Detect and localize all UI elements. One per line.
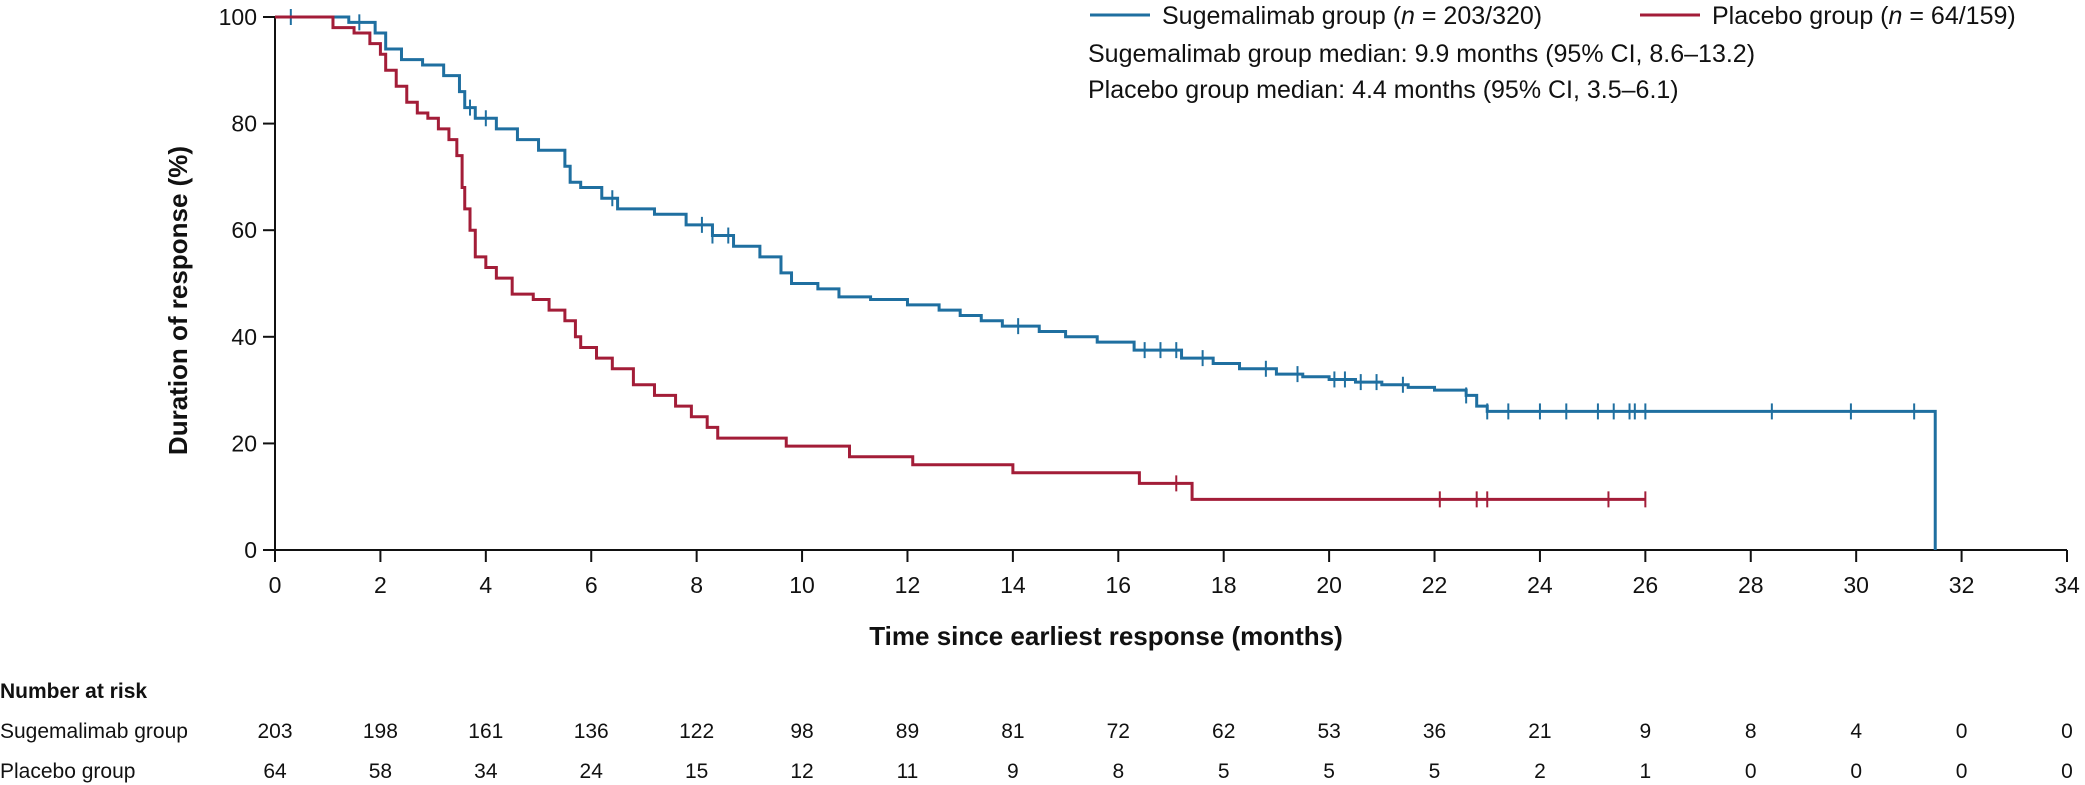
x-tick-label: 6 xyxy=(585,572,598,598)
x-tick-label: 24 xyxy=(1527,572,1553,598)
x-tick-label: 22 xyxy=(1422,572,1448,598)
series-layer xyxy=(275,9,1937,550)
risk-count: 2 xyxy=(1534,760,1546,783)
risk-count: 203 xyxy=(257,720,292,743)
risk-count: 62 xyxy=(1212,720,1235,743)
risk-count: 0 xyxy=(1745,760,1757,783)
risk-count: 0 xyxy=(2061,720,2073,743)
risk-count: 89 xyxy=(896,720,919,743)
y-tick-label: 60 xyxy=(231,217,257,243)
y-tick-label: 100 xyxy=(219,4,257,30)
risk-count: 9 xyxy=(1640,720,1652,743)
risk-count: 12 xyxy=(790,760,813,783)
y-tick-label: 80 xyxy=(231,111,257,137)
x-tick-label: 34 xyxy=(2054,572,2080,598)
risk-count: 4 xyxy=(1850,720,1862,743)
x-tick-label: 26 xyxy=(1633,572,1659,598)
x-tick-label: 30 xyxy=(1843,572,1869,598)
km-curve-placebo xyxy=(275,15,1646,501)
risk-count: 21 xyxy=(1528,720,1551,743)
x-tick-label: 18 xyxy=(1211,572,1237,598)
y-tick-label: 20 xyxy=(231,430,257,456)
risk-count: 0 xyxy=(1850,760,1862,783)
y-tick-label: 0 xyxy=(244,537,257,563)
legend-entry-label: Placebo group (n = 64/159) xyxy=(1712,2,2016,30)
x-axis-title: Time since earliest response (months) xyxy=(869,621,1342,651)
risk-count: 5 xyxy=(1429,760,1441,783)
risk-count: 0 xyxy=(1956,760,1968,783)
x-tick-label: 20 xyxy=(1316,572,1342,598)
risk-count: 11 xyxy=(897,760,919,783)
risk-row-label: Placebo group xyxy=(0,760,135,783)
risk-count: 5 xyxy=(1218,760,1230,783)
risk-count: 0 xyxy=(1956,720,1968,743)
risk-count: 58 xyxy=(369,760,392,783)
risk-row-label: Sugemalimab group xyxy=(0,720,188,743)
x-tick-label: 10 xyxy=(789,572,815,598)
km-curve-sugemalimab xyxy=(275,15,1937,550)
x-tick-label: 4 xyxy=(479,572,492,598)
risk-count: 161 xyxy=(468,720,503,743)
risk-count: 36 xyxy=(1423,720,1446,743)
x-tick-label: 32 xyxy=(1949,572,1975,598)
risk-count: 98 xyxy=(790,720,813,743)
axes-layer: 0 2 4 6 8 10 12 14 16 18 20 22 24 26 28 30 32 34020406080… xyxy=(163,4,2080,651)
risk-count: 9 xyxy=(1007,760,1019,783)
risk-count: 15 xyxy=(685,760,708,783)
risk-table-title: Number at risk xyxy=(0,680,147,703)
x-tick-label: 0 xyxy=(269,572,282,598)
median-annotation: Placebo group median: 4.4 months (95% CI… xyxy=(1088,76,1679,104)
risk-count: 72 xyxy=(1107,720,1130,743)
y-axis-title: Duration of response (%) xyxy=(163,146,193,455)
risk-count: 5 xyxy=(1323,760,1335,783)
x-tick-label: 28 xyxy=(1738,572,1764,598)
legend: Sugemalimab group (n = 203/320) Placebo g… xyxy=(1088,2,2016,104)
x-tick-label: 2 xyxy=(374,572,387,598)
risk-count: 198 xyxy=(363,720,398,743)
median-annotation: Sugemalimab group median: 9.9 months (95… xyxy=(1088,40,1755,68)
risk-count: 0 xyxy=(2061,760,2073,783)
risk-count: 53 xyxy=(1317,720,1340,743)
x-tick-label: 14 xyxy=(1000,572,1026,598)
risk-count: 34 xyxy=(474,760,498,783)
risk-count: 81 xyxy=(1001,720,1024,743)
risk-count: 64 xyxy=(263,760,287,783)
risk-count: 8 xyxy=(1112,760,1124,783)
x-tick-label: 8 xyxy=(690,572,703,598)
risk-count: 24 xyxy=(580,760,604,783)
legend-entry-label: Sugemalimab group (n = 203/320) xyxy=(1162,2,1542,30)
x-tick-label: 12 xyxy=(895,572,921,598)
risk-count: 136 xyxy=(574,720,609,743)
risk-count: 122 xyxy=(679,720,714,743)
risk-count: 1 xyxy=(1640,760,1652,783)
y-tick-label: 40 xyxy=(231,324,257,350)
x-tick-label: 16 xyxy=(1105,572,1131,598)
risk-count: 8 xyxy=(1745,720,1757,743)
